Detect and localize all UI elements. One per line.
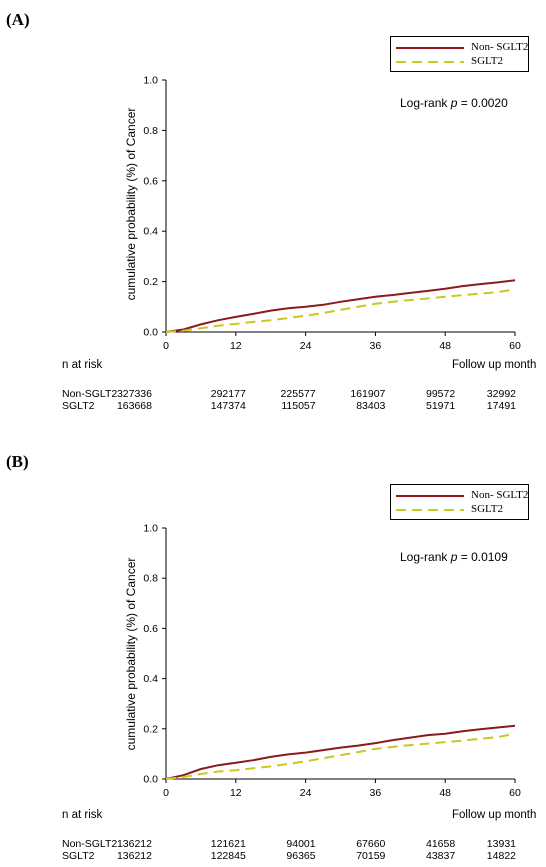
x-axis-label: Follow up month (452, 359, 537, 371)
at-risk-cell: 147374 (210, 400, 246, 412)
at-risk-cell: 225577 (280, 388, 316, 400)
y-tick-label: 1.0 (143, 523, 158, 535)
at-risk-row-label: SGLT2 (62, 850, 95, 862)
at-risk-cell: 94001 (286, 838, 316, 850)
km-plot-a: 0.0 0.2 0.4 0.6 0.8 1.0 0 12 24 36 48 60 (143, 75, 521, 353)
y-axis-label: cumulative probability (%) of Cancer (124, 107, 138, 301)
panel-label: (A) (6, 10, 30, 29)
at-risk-row-label: Non-SGLT2 (62, 388, 118, 400)
y-tick-label: 0.0 (143, 774, 158, 786)
at-risk-cell: 292177 (210, 388, 246, 400)
y-tick-label: 0.0 (143, 327, 158, 339)
x-axis-label: Follow up month (452, 809, 537, 821)
at-risk-cell: 32992 (486, 388, 516, 400)
legend-item-non-sglt2: Non- SGLT2 (391, 41, 528, 55)
at-risk-cell: 161907 (350, 388, 386, 400)
at-risk-title: n at risk (62, 809, 103, 821)
x-tick-label: 36 (370, 340, 382, 352)
at-risk-cell: 70159 (356, 850, 386, 862)
at-risk-cell: 51971 (425, 400, 456, 412)
at-risk-cell: 13931 (486, 838, 516, 850)
x-tick-label: 60 (509, 787, 521, 799)
x-tick-label: 48 (439, 787, 451, 799)
x-tick-label: 60 (509, 340, 521, 352)
at-risk-cell: 14822 (486, 850, 516, 862)
legend-item-sglt2: SGLT2 (391, 503, 528, 517)
legend-item-non-sglt2: Non- SGLT2 (391, 489, 528, 503)
y-tick-label: 0.8 (143, 125, 158, 137)
legend-item-sglt2: SGLT2 (391, 55, 528, 69)
panel-label: (B) (6, 452, 29, 471)
at-risk-cell: 163668 (116, 400, 152, 412)
series-line-non-sglt2 (165, 724, 516, 780)
y-tick-label: 0.4 (143, 226, 158, 238)
x-tick-label: 0 (163, 340, 169, 352)
at-risk-cell: 96365 (286, 850, 316, 862)
at-risk-cell: 115057 (281, 400, 316, 412)
y-tick-label: 1.0 (143, 75, 158, 87)
y-tick-label: 0.4 (143, 673, 158, 685)
y-tick-label: 0.2 (143, 276, 158, 288)
at-risk-cell: 121621 (210, 838, 246, 850)
legend-label: Non- SGLT2 (471, 41, 529, 53)
logrank-annotation: Log-rank p = 0.0109 (400, 550, 508, 564)
at-risk-cell: 41658 (425, 838, 456, 850)
series-line-non-sglt2 (165, 279, 516, 333)
at-risk-cell: 67660 (356, 838, 386, 850)
x-tick-label: 0 (163, 787, 169, 799)
at-risk-title: n at risk (62, 359, 103, 371)
at-risk-cell: 136212 (116, 850, 152, 862)
km-plot-b: 0.0 0.2 0.4 0.6 0.8 1.0 0 12 24 36 48 60 (143, 523, 521, 800)
y-tick-label: 0.8 (143, 573, 158, 585)
at-risk-cell: 83403 (356, 400, 386, 412)
at-risk-cell: 136212 (116, 838, 152, 850)
x-tick-label: 24 (300, 340, 312, 352)
legend-label: SGLT2 (471, 503, 503, 515)
x-tick-label: 48 (439, 340, 451, 352)
at-risk-row: SGLT2 163668 147374 115057 83403 51971 17491 (0, 400, 546, 412)
y-tick-label: 0.6 (143, 623, 158, 635)
series-line-sglt2 (165, 288, 516, 333)
at-risk-cell: 17491 (486, 400, 516, 412)
panel-a: (A) 0.0 0.2 0.4 0.6 0.8 1.0 0 12 24 36 48 60 cumula… (0, 0, 546, 430)
at-risk-cell: 122845 (210, 850, 246, 862)
at-risk-row: SGLT2 136212 122845 96365 70159 43837 14822 (0, 850, 546, 862)
legend-label: SGLT2 (471, 55, 503, 67)
x-tick-label: 12 (230, 340, 242, 352)
at-risk-cell: 99572 (425, 388, 456, 400)
legend-label: Non- SGLT2 (471, 489, 529, 501)
logrank-annotation: Log-rank p = 0.0020 (400, 96, 508, 110)
legend: Non- SGLT2 SGLT2 (390, 36, 529, 72)
at-risk-cell: 43837 (425, 850, 456, 862)
x-tick-label: 36 (370, 787, 382, 799)
at-risk-row: Non-SGLT2 327336 292177 225577 161907 99572 32… (0, 388, 546, 400)
legend: Non- SGLT2 SGLT2 (390, 484, 529, 520)
y-axis-label: cumulative probability (%) of Cancer (124, 557, 138, 751)
at-risk-cell: 327336 (116, 388, 152, 400)
y-tick-label: 0.6 (143, 175, 158, 187)
x-tick-label: 12 (230, 787, 242, 799)
series-line-sglt2 (165, 732, 516, 780)
at-risk-row: Non-SGLT2 136212 121621 94001 67660 41658 1393… (0, 838, 546, 850)
at-risk-row-label: SGLT2 (62, 400, 95, 412)
at-risk-row-label: Non-SGLT2 (62, 838, 118, 850)
panel-b: (B) 0.0 0.2 0.4 0.6 0.8 1.0 0 12 24 36 48 60 cumula… (0, 440, 546, 867)
x-tick-label: 24 (300, 787, 312, 799)
y-tick-label: 0.2 (143, 723, 158, 735)
